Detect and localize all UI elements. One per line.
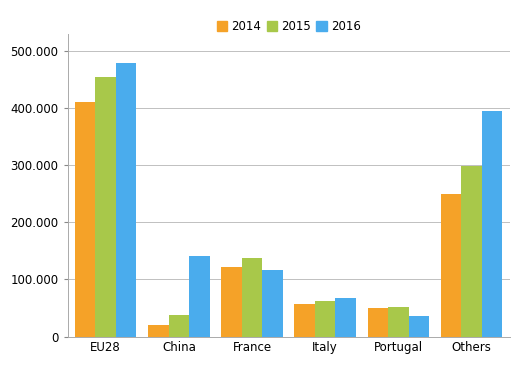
Bar bbox=[75, 102, 95, 337]
Bar bbox=[461, 166, 482, 337]
Bar bbox=[95, 77, 116, 337]
Bar bbox=[441, 194, 461, 337]
Bar bbox=[315, 301, 335, 337]
Bar bbox=[482, 111, 502, 337]
Bar bbox=[409, 316, 429, 337]
Bar bbox=[262, 270, 283, 337]
Bar bbox=[368, 308, 388, 337]
Bar bbox=[116, 63, 136, 337]
Bar bbox=[189, 256, 210, 337]
Bar bbox=[168, 315, 189, 337]
Bar bbox=[388, 307, 409, 337]
Bar bbox=[294, 304, 315, 337]
Bar bbox=[242, 258, 262, 337]
Bar bbox=[222, 267, 242, 337]
Bar bbox=[335, 298, 356, 337]
Bar bbox=[148, 325, 168, 337]
Legend: 2014, 2015, 2016: 2014, 2015, 2016 bbox=[212, 15, 365, 38]
